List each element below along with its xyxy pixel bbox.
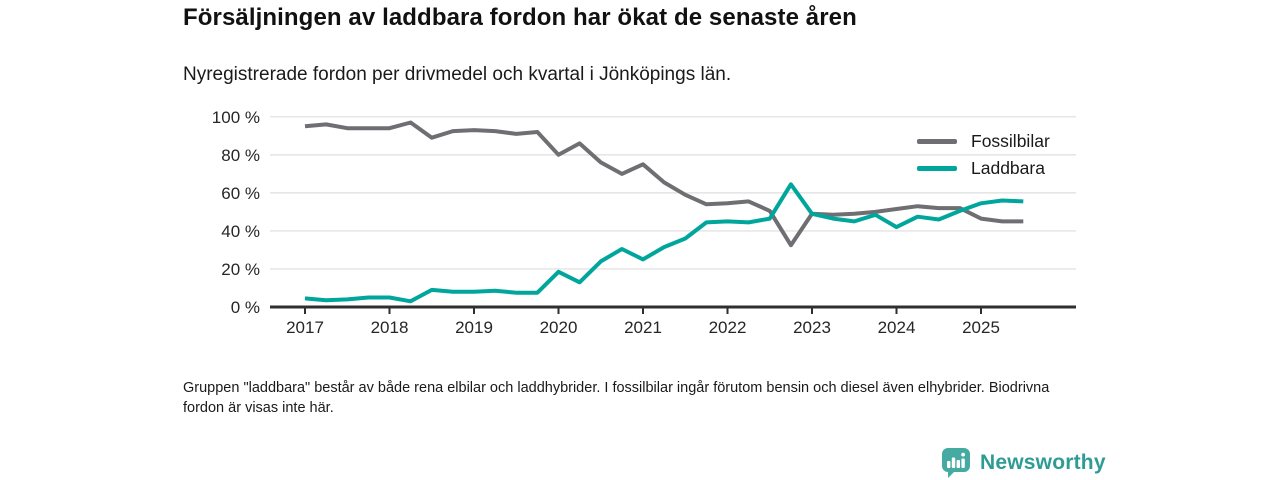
svg-text:20 %: 20 % (221, 260, 260, 279)
svg-text:2017: 2017 (286, 318, 324, 337)
legend-item-laddbara: Laddbara (917, 158, 1050, 178)
svg-text:2019: 2019 (455, 318, 493, 337)
svg-text:2018: 2018 (371, 318, 409, 337)
svg-text:100 %: 100 % (212, 108, 260, 127)
svg-text:40 %: 40 % (221, 222, 260, 241)
fossilbilar-line-swatch (917, 138, 957, 144)
newsworthy-logo: Newsworthy (940, 447, 1106, 479)
svg-text:2024: 2024 (878, 318, 916, 337)
line-chart: 0 % 20 % 40 % 60 % 80 % 100 % 2017 2018 2019 2020… (180, 100, 1090, 355)
chart-svg: 0 % 20 % 40 % 60 % 80 % 100 % 2017 2018 2019 2020… (212, 108, 1076, 337)
svg-text:2022: 2022 (709, 318, 747, 337)
logo-text: Newsworthy (980, 451, 1106, 474)
chart-legend: Fossilbilar Laddbara (917, 131, 1050, 178)
svg-text:2021: 2021 (624, 318, 662, 337)
chart-footnote: Gruppen "laddbara" består av både rena e… (183, 380, 1050, 416)
svg-text:2025: 2025 (962, 318, 1000, 337)
legend-label: Laddbara (971, 157, 1045, 178)
svg-text:60 %: 60 % (221, 184, 260, 203)
svg-text:2020: 2020 (540, 318, 578, 337)
chart-subtitle: Nyregistrerade fordon per drivmedel och … (183, 64, 732, 85)
laddbara-line-swatch (917, 165, 957, 171)
legend-item-fossilbilar: Fossilbilar (917, 131, 1050, 151)
svg-text:0 %: 0 % (231, 298, 260, 317)
page-title: Försäljningen av laddbara fordon har öka… (183, 4, 857, 31)
legend-label: Fossilbilar (971, 130, 1050, 151)
bar-chart-speech-bubble-icon (942, 448, 970, 478)
svg-text:80 %: 80 % (221, 146, 260, 165)
svg-text:2023: 2023 (793, 318, 831, 337)
